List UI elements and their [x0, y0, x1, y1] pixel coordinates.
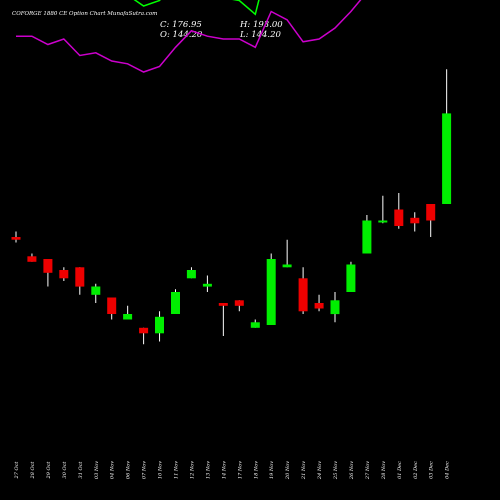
candle-body-down: [43, 259, 53, 273]
x-tick-label: 03 Nov: [94, 461, 100, 479]
middle-line-series: [16, 0, 362, 73]
x-tick-label: 07 Nov: [142, 461, 148, 479]
candle-body-up: [202, 283, 212, 287]
candle-body-down: [234, 300, 244, 306]
x-tick-label: 25 Nov: [333, 461, 339, 480]
candle: [362, 215, 372, 254]
candle-body-down: [298, 278, 308, 312]
candle: [426, 204, 436, 237]
x-tick-label: 29 Oct: [46, 461, 52, 480]
candle-body-down: [218, 303, 228, 306]
high-value: H: 193.00: [239, 20, 283, 30]
candle-body-up: [346, 264, 356, 292]
x-tick-label: 13 Nov: [205, 461, 211, 479]
candle: [330, 292, 340, 323]
candle: [346, 261, 356, 292]
x-tick-label: 26 Nov: [349, 461, 355, 480]
candle-body-up: [378, 220, 388, 223]
candle-body-down: [139, 327, 149, 334]
candle: [218, 303, 228, 336]
candles: [11, 69, 452, 345]
candle: [75, 267, 85, 295]
x-tick-label: 20 Nov: [285, 461, 291, 480]
x-tick-label: 17 Nov: [237, 461, 243, 479]
x-tick-label: 24 Nov: [317, 461, 323, 480]
x-tick-label: 03 Dec: [429, 461, 435, 479]
candle-body-down: [394, 209, 404, 226]
x-tick-label: 11 Nov: [174, 461, 180, 479]
candle-body-down: [107, 297, 117, 314]
x-tick-label: 27 Oct: [14, 461, 20, 480]
candle-body-down: [314, 303, 324, 309]
x-tick-label: 28 Nov: [381, 461, 387, 480]
candle-body-up: [123, 314, 133, 320]
candle-body-up: [442, 113, 452, 204]
x-tick-label: 30 Oct: [62, 461, 68, 479]
chart-title: COFORGE 1880 CE Option Chart MunafaSutra…: [12, 11, 157, 17]
candle: [107, 297, 117, 320]
candle: [394, 193, 404, 229]
candle: [378, 195, 388, 224]
x-tick-label: 04 Nov: [110, 461, 116, 479]
x-tick-label: 10 Nov: [158, 461, 164, 479]
candle-body-up: [282, 264, 292, 268]
candle-body-down: [426, 204, 436, 221]
candle-body-down: [11, 237, 21, 240]
candle-body-up: [330, 300, 340, 315]
candle: [171, 289, 180, 314]
candle-body-up: [266, 259, 276, 325]
candle-body-up: [362, 220, 372, 254]
candle: [234, 300, 244, 312]
candle-body-up: [171, 292, 180, 314]
candle: [155, 311, 164, 342]
candle: [139, 327, 149, 345]
candle: [298, 267, 308, 314]
x-tick-label: 06 Nov: [126, 461, 132, 479]
x-tick-label: 31 Oct: [78, 461, 84, 479]
candle: [43, 259, 53, 287]
candle-body-up: [186, 270, 196, 279]
candle: [266, 253, 276, 325]
candle-body-down: [59, 270, 69, 279]
x-tick-label: 01 Dec: [397, 461, 403, 479]
candle-body-down: [410, 217, 420, 224]
candle: [314, 294, 324, 312]
x-tick-label: 04 Dec: [445, 461, 451, 479]
open-value: O: 144.20: [160, 30, 203, 40]
x-axis-ticks: 27 Oct 28 Oct 29 Oct 30 Oct 31 Oct 03 Nov 04 N…: [14, 461, 451, 480]
candle: [282, 239, 292, 268]
candle-body-up: [155, 316, 164, 334]
x-tick-label: 02 Dec: [413, 461, 419, 479]
candle: [27, 253, 37, 262]
candle-body-up: [91, 286, 101, 295]
candle-body-down: [27, 256, 37, 262]
candle: [186, 267, 196, 279]
candle-body-down: [75, 267, 85, 287]
x-tick-label: 28 Oct: [30, 461, 36, 480]
close-value: C: 176.95: [160, 20, 202, 30]
candle-body-up: [250, 322, 260, 328]
candle: [442, 69, 452, 204]
candle: [123, 305, 133, 320]
candle: [11, 231, 21, 243]
x-tick-label: 18 Nov: [253, 461, 259, 479]
candle: [202, 275, 212, 292]
x-tick-label: 27 Nov: [365, 461, 371, 480]
x-tick-label: 21 Nov: [301, 461, 307, 480]
candle: [410, 212, 420, 232]
candle: [91, 283, 101, 303]
candle: [59, 267, 69, 281]
x-tick-label: 19 Nov: [269, 461, 275, 479]
x-tick-label: 12 Nov: [189, 461, 195, 479]
indicator-lines: [16, 0, 362, 73]
candle: [250, 319, 260, 328]
x-tick-label: 14 Nov: [221, 461, 227, 479]
